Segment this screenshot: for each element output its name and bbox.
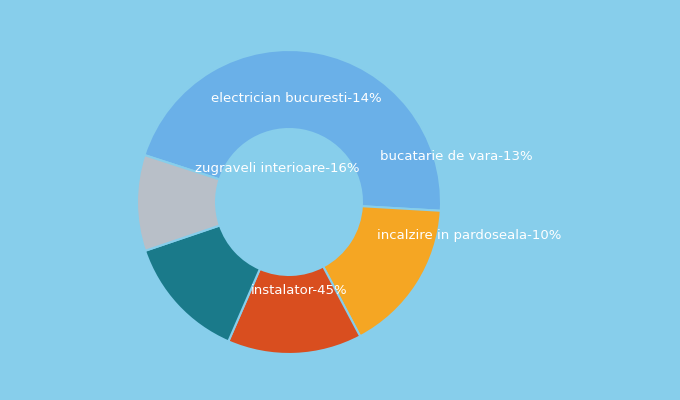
Wedge shape [323,206,441,336]
Text: electrician bucuresti-14%: electrician bucuresti-14% [211,92,382,105]
Text: bucatarie de vara-13%: bucatarie de vara-13% [380,150,533,163]
Text: instalator-45%: instalator-45% [251,284,347,297]
Text: zugraveli interioare-16%: zugraveli interioare-16% [194,162,359,175]
Wedge shape [137,155,220,251]
Wedge shape [145,226,260,341]
Wedge shape [228,266,360,354]
Wedge shape [144,50,441,211]
Text: incalzire in pardoseala-10%: incalzire in pardoseala-10% [377,229,562,242]
